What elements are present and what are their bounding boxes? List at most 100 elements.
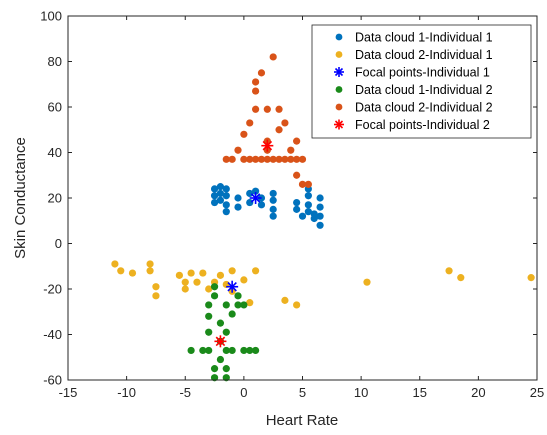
- data-point: [210, 365, 219, 373]
- data-point: [210, 292, 219, 300]
- data-point: [128, 269, 137, 277]
- x-tick-label: 5: [299, 385, 306, 400]
- x-axis-label: Heart Rate: [266, 412, 339, 429]
- data-point: [257, 201, 266, 209]
- data-point: [181, 278, 189, 286]
- data-point: [252, 267, 260, 275]
- data-point: [222, 192, 230, 200]
- data-point: [252, 105, 260, 113]
- data-point: [240, 276, 248, 284]
- data-point: [205, 312, 213, 320]
- y-tick-label: -40: [43, 327, 62, 342]
- data-point: [246, 119, 254, 127]
- data-point: [228, 267, 236, 275]
- data-point: [261, 139, 274, 152]
- data-point: [269, 189, 277, 198]
- data-point: [111, 260, 119, 268]
- data-point: [316, 221, 324, 229]
- data-point: [246, 346, 254, 355]
- data-point: [316, 203, 324, 211]
- data-point: [287, 146, 295, 154]
- data-point: [222, 185, 230, 193]
- data-point: [293, 198, 301, 207]
- data-point: [234, 292, 242, 300]
- data-point: [269, 212, 277, 220]
- data-point: [210, 198, 219, 207]
- data-point: [240, 301, 248, 309]
- legend-marker: [335, 86, 343, 93]
- y-tick-label: -20: [43, 282, 62, 297]
- data-point: [210, 185, 219, 193]
- y-tick-label: -60: [43, 373, 62, 388]
- data-point: [281, 119, 289, 127]
- y-tick-label: 0: [55, 236, 62, 251]
- data-point: [222, 208, 230, 216]
- data-point: [257, 155, 266, 163]
- data-point: [257, 69, 266, 77]
- data-point: [246, 155, 254, 163]
- data-point: [298, 212, 307, 220]
- data-point: [246, 299, 254, 307]
- data-point: [222, 346, 230, 355]
- legend-box: [311, 24, 532, 139]
- data-point: [234, 194, 242, 202]
- data-point: [275, 155, 283, 163]
- data-point: [363, 278, 371, 286]
- data-point: [263, 105, 271, 113]
- data-point: [252, 155, 260, 163]
- data-point: [293, 301, 301, 309]
- data-point: [269, 53, 277, 61]
- data-point: [228, 346, 236, 355]
- legend-marker: [334, 67, 344, 77]
- data-point: [263, 155, 271, 163]
- data-point: [222, 328, 230, 336]
- data-point: [234, 146, 242, 154]
- data-point: [281, 155, 289, 163]
- data-point: [210, 192, 219, 200]
- data-point: [152, 292, 160, 300]
- data-point: [146, 260, 154, 268]
- data-point: [152, 283, 160, 291]
- data-point: [226, 280, 239, 293]
- legend: Data cloud 1-Individual 1 Data cloud 2-In…: [311, 24, 532, 139]
- y-axis-label: Skin Conductance: [12, 137, 29, 259]
- data-point: [234, 301, 242, 309]
- data-point: [269, 196, 277, 204]
- data-point: [228, 310, 236, 318]
- data-point: [281, 296, 289, 304]
- legend-label: Focal points-Individual 2: [355, 118, 490, 132]
- data-point: [117, 267, 125, 275]
- data-point: [252, 346, 260, 355]
- data-point: [316, 194, 324, 202]
- data-point: [269, 155, 277, 163]
- data-point: [304, 192, 312, 200]
- data-point: [205, 346, 213, 355]
- y-tick-label: 80: [48, 54, 62, 69]
- x-tick-label: -5: [179, 385, 191, 400]
- data-point: [445, 267, 453, 275]
- data-point: [275, 105, 283, 113]
- data-point: [234, 203, 242, 211]
- data-point: [240, 155, 248, 163]
- data-point: [222, 155, 230, 163]
- data-marks: [111, 53, 535, 382]
- data-point: [304, 201, 312, 209]
- x-tick-label: 10: [354, 385, 368, 400]
- data-point: [216, 355, 225, 364]
- data-point: [216, 271, 225, 279]
- x-tick-label: 0: [240, 385, 247, 400]
- data-point: [181, 285, 189, 293]
- data-point: [252, 78, 260, 86]
- x-tick-label: 20: [471, 385, 485, 400]
- data-point: [222, 201, 230, 209]
- data-point: [457, 274, 465, 282]
- axis-ticks: -15 -10 -5 0 5 10 15 20 25 -60 -40 -20 0 20 40 60 80 100: [40, 9, 544, 401]
- data-point: [193, 278, 201, 286]
- data-point: [214, 335, 227, 348]
- data-point: [298, 155, 307, 163]
- data-point: [205, 285, 213, 293]
- data-point: [293, 171, 301, 179]
- data-point: [304, 180, 312, 188]
- data-point: [252, 87, 260, 95]
- data-point: [293, 205, 301, 213]
